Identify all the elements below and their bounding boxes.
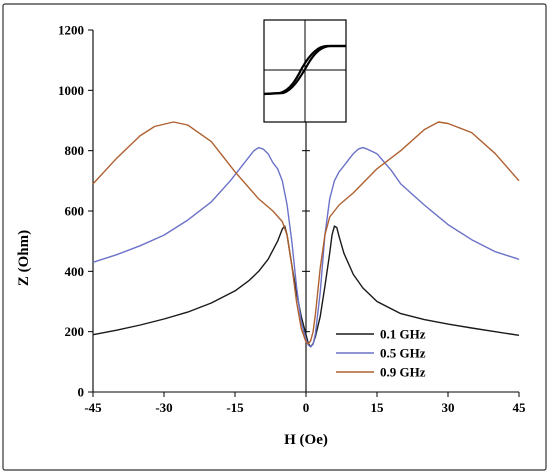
y-tick-label: 0	[78, 385, 85, 400]
y-tick-label: 600	[65, 204, 85, 219]
x-ticks: -45 -30 -15 0 15 30 45	[84, 392, 526, 415]
x-tick-label: 30	[442, 400, 455, 415]
x-tick-label: 45	[513, 400, 527, 415]
plot-area: -45 -30 -15 0 15 30 45 0 200 400 600 800 1000 1200	[58, 23, 526, 416]
legend-label: 0.5 GHz	[380, 346, 426, 361]
y-tick-label: 1200	[58, 23, 84, 38]
y-ticks: 0 200 400 600 800 1000 1200	[58, 23, 93, 400]
x-tick-label: 0	[303, 400, 310, 415]
inset-loop-lower	[263, 44, 346, 96]
x-axis-title: H (Oe)	[284, 432, 328, 448]
legend: 0.1 GHz 0.5 GHz 0.9 GHz	[336, 327, 426, 380]
series-line-2	[92, 121, 520, 345]
series-line-1	[92, 146, 520, 348]
hysteresis-inset	[263, 19, 347, 123]
x-tick-label: -30	[155, 400, 172, 415]
y-tick-label: 800	[65, 143, 85, 158]
legend-label: 0.9 GHz	[380, 365, 426, 380]
x-tick-label: -45	[84, 400, 102, 415]
figure-frame	[2, 3, 547, 471]
y-tick-label: 1000	[58, 83, 84, 98]
legend-label: 0.1 GHz	[380, 327, 426, 342]
y-tick-label: 400	[65, 264, 85, 279]
series-lines	[92, 121, 520, 348]
x-tick-label: 15	[371, 400, 385, 415]
y-tick-label: 200	[65, 324, 85, 339]
x-tick-label: -15	[226, 400, 244, 415]
y-axis-title: Z (Ohm)	[16, 230, 32, 286]
